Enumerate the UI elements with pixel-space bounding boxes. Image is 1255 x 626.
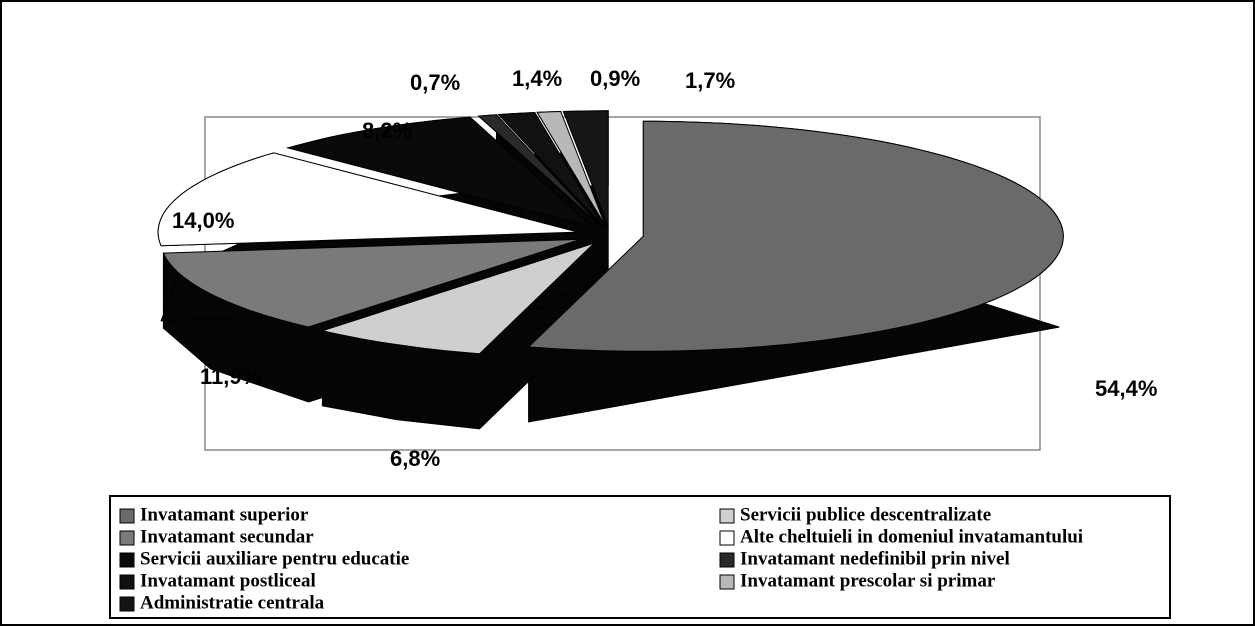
data-label: 0,9% xyxy=(590,66,640,91)
legend: Invatamant superior Servicii publice desc… xyxy=(119,504,1083,613)
legend-label: Invatamant prescolar si primar xyxy=(740,570,996,591)
legend-swatch xyxy=(719,552,735,568)
slice xyxy=(562,110,609,226)
legend-box xyxy=(109,495,1171,619)
legend-label: Administratie centrala xyxy=(140,592,325,613)
legend-swatch xyxy=(719,574,735,590)
legend-swatch xyxy=(119,596,135,612)
data-label: 11,9% xyxy=(200,364,261,389)
slice xyxy=(527,120,1064,352)
legend-swatch xyxy=(119,530,135,546)
legend-label: Invatamant superior xyxy=(140,504,309,525)
legend-label: Servicii publice descentralizate xyxy=(740,504,991,525)
legend-swatch xyxy=(119,552,135,568)
legend-label: Servicii auxiliare pentru educatie xyxy=(140,548,409,569)
data-label: 8,2% xyxy=(362,118,412,143)
slice xyxy=(497,111,604,227)
data-label: 1,7% xyxy=(685,68,735,93)
legend-label: Alte cheltuieli in domeniul invatamantul… xyxy=(740,526,1083,547)
labels: 54,4% 6,8% 11,9% 14,0% 8,2% 0,7% 1,4% 0,9% 1,7% xyxy=(172,66,1157,471)
slice xyxy=(162,238,581,328)
data-label: 1,4% xyxy=(512,66,562,91)
data-label: 6,8% xyxy=(390,446,440,471)
slice xyxy=(286,116,593,228)
slice xyxy=(477,114,602,227)
legend-swatch xyxy=(119,508,135,524)
slice xyxy=(320,242,595,355)
slice xyxy=(536,110,606,227)
data-label: 54,4% xyxy=(1095,376,1157,401)
legend-swatch xyxy=(719,508,735,524)
legend-swatch xyxy=(119,574,135,590)
legend-label: Invatamant nedefinibil prin nivel xyxy=(740,548,1010,569)
legend-label: Invatamant secundar xyxy=(140,526,314,547)
slice xyxy=(157,152,579,247)
legend-swatch xyxy=(719,530,735,546)
data-label: 14,0% xyxy=(172,208,234,233)
legend-label: Invatamant postliceal xyxy=(140,570,316,591)
pie xyxy=(157,110,1064,430)
data-label: 0,7% xyxy=(410,70,460,95)
